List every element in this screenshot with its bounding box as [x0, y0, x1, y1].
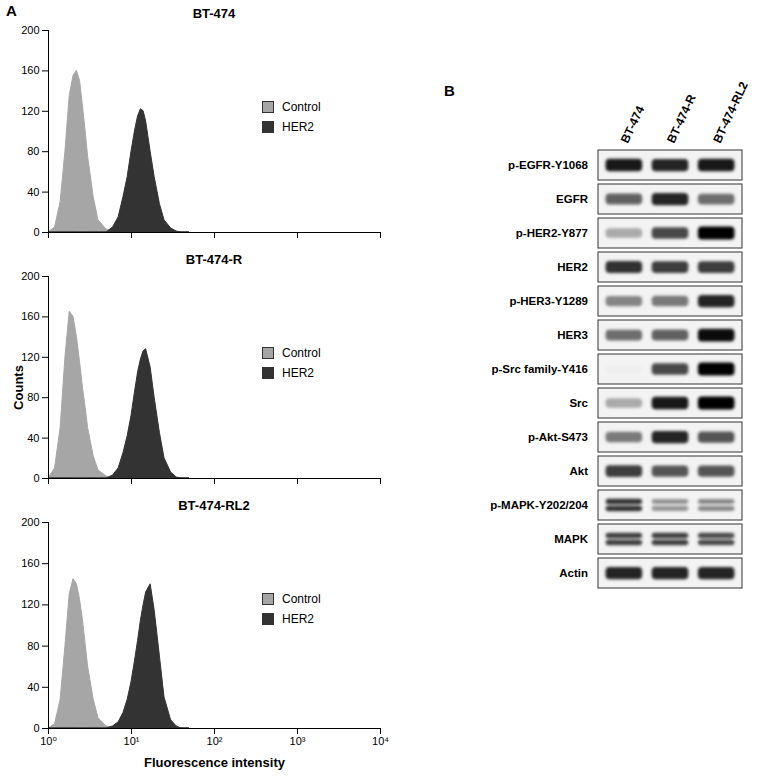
- svg-text:10⁴: 10⁴: [372, 735, 389, 747]
- html-text:HER2: HER2: [282, 612, 314, 626]
- svg-text:80: 80: [27, 145, 39, 157]
- svg-text:Akt: Akt: [569, 465, 588, 477]
- svg-text:B: B: [444, 82, 455, 99]
- html-text:Counts: Counts: [10, 365, 26, 410]
- svg-text:p-HER2-Y877: p-HER2-Y877: [516, 227, 588, 239]
- svg-text:40: 40: [27, 432, 39, 444]
- svg-text:p-EGFR-Y1068: p-EGFR-Y1068: [508, 159, 588, 171]
- html-text:BT-474-R: BT-474-R: [185, 252, 243, 267]
- svg-text:MAPK: MAPK: [554, 533, 589, 545]
- svg-text:160: 160: [21, 310, 39, 322]
- svg-text:0: 0: [33, 722, 39, 734]
- svg-text:Fluorescence intensity: Fluorescence intensity: [144, 755, 286, 770]
- svg-text:40: 40: [27, 681, 39, 693]
- svg-text:p-Src family-Y416: p-Src family-Y416: [491, 363, 588, 375]
- svg-text:10⁰: 10⁰: [40, 735, 57, 747]
- svg-text:0: 0: [33, 472, 39, 484]
- html-text:A: A: [6, 2, 17, 19]
- svg-text:120: 120: [21, 351, 39, 363]
- svg-text:p-Akt-S473: p-Akt-S473: [528, 431, 588, 443]
- svg-text:200: 200: [21, 516, 39, 528]
- svg-text:10²: 10²: [207, 735, 223, 747]
- html-text:HER2: HER2: [282, 366, 314, 380]
- svg-text:Actin: Actin: [559, 567, 588, 579]
- html-text:BT-474: BT-474: [192, 6, 236, 21]
- svg-text:BT-474-RL2: BT-474-RL2: [710, 79, 751, 145]
- svg-text:40: 40: [27, 186, 39, 198]
- svg-text:HER2: HER2: [557, 261, 588, 273]
- svg-text:10³: 10³: [290, 735, 306, 747]
- html-text:BT-474-RL2: BT-474-RL2: [178, 498, 250, 513]
- html-text:Control: Control: [282, 346, 321, 360]
- html-text:Control: Control: [282, 592, 321, 606]
- html-text:Control: Control: [282, 100, 321, 114]
- svg-text:p-MAPK-Y202/204: p-MAPK-Y202/204: [490, 499, 588, 511]
- svg-text:EGFR: EGFR: [556, 193, 589, 205]
- svg-text:120: 120: [21, 105, 39, 117]
- svg-text:BT-474-R: BT-474-R: [664, 92, 699, 145]
- svg-text:0: 0: [33, 226, 39, 238]
- svg-text:200: 200: [21, 24, 39, 36]
- svg-text:Src: Src: [569, 397, 588, 409]
- svg-text:80: 80: [27, 391, 39, 403]
- html-text:HER2: HER2: [282, 120, 314, 134]
- svg-text:160: 160: [21, 64, 39, 76]
- svg-text:p-HER3-Y1289: p-HER3-Y1289: [509, 295, 588, 307]
- svg-text:120: 120: [21, 598, 39, 610]
- svg-text:10¹: 10¹: [124, 735, 140, 747]
- svg-text:200: 200: [21, 270, 39, 282]
- svg-text:80: 80: [27, 640, 39, 652]
- svg-text:160: 160: [21, 557, 39, 569]
- svg-text:BT-474: BT-474: [618, 103, 647, 145]
- svg-text:HER3: HER3: [557, 329, 588, 341]
